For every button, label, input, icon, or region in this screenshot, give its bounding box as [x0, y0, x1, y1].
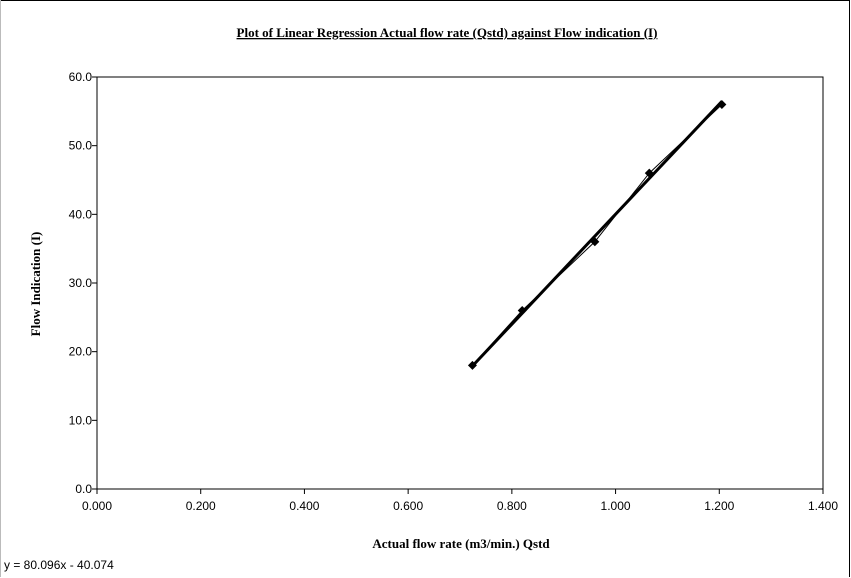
- y-tick-label: 60.0: [69, 70, 93, 84]
- x-axis-label: Actual flow rate (m3/min.) Qstd: [372, 536, 550, 551]
- data-point: [467, 360, 477, 370]
- y-tick-label: 20.0: [69, 345, 93, 359]
- x-tick-label: 0.600: [393, 499, 423, 513]
- trendline: [471, 100, 723, 368]
- x-tick-label: 0.800: [497, 499, 527, 513]
- y-tick-label: 40.0: [69, 207, 93, 221]
- y-axis: 0.0 10.0 20.0 30.0 40.0 50.0 60.0: [69, 70, 97, 496]
- x-tick-label: 0.400: [289, 499, 319, 513]
- chart-title: Plot of Linear Regression Actual flow ra…: [237, 25, 658, 40]
- x-tick-label: 1.400: [808, 499, 838, 513]
- y-tick-label: 50.0: [69, 139, 93, 153]
- y-tick-label: 30.0: [69, 276, 93, 290]
- y-tick-label: 10.0: [69, 413, 93, 427]
- x-tick-label: 1.000: [601, 499, 631, 513]
- x-tick-label: 0.000: [82, 499, 112, 513]
- x-tick-label: 0.200: [186, 499, 216, 513]
- data-point: [590, 237, 600, 247]
- y-axis-label: Flow Indication (I): [28, 232, 43, 337]
- plot-area: [96, 76, 824, 490]
- series-layer: [467, 99, 727, 370]
- x-tick-label: 1.200: [704, 499, 734, 513]
- regression-equation: y = 80.096x - 40.074: [4, 558, 114, 572]
- x-axis: 0.000 0.200 0.400 0.600 0.800 1.000 1.200 1.400: [82, 489, 838, 513]
- chart-frame-left-edge: [0, 0, 1, 577]
- y-tick-label: 0.0: [75, 482, 92, 496]
- data-point: [517, 305, 527, 315]
- data-point: [644, 168, 654, 178]
- data-point: [717, 99, 727, 109]
